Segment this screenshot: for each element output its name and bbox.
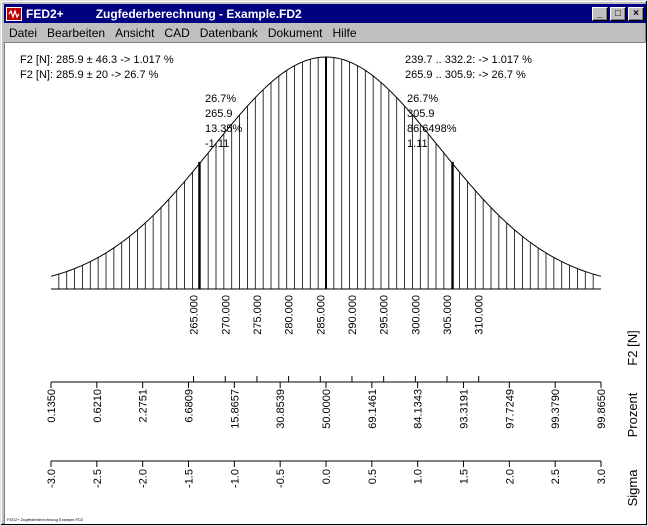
marker-right-sigma: 1.11 bbox=[407, 138, 428, 150]
sigma-tick-label: -3.0 bbox=[46, 469, 58, 488]
menu-dokument[interactable]: Dokument bbox=[267, 26, 323, 40]
f2-tick-label: 305.000 bbox=[442, 295, 454, 335]
sigma-axis-label: Sigma bbox=[625, 469, 640, 507]
marker-left-value: 265.9 bbox=[205, 108, 233, 120]
prozent-tick-label: 97.7249 bbox=[504, 389, 516, 429]
sigma-tick-label: 0.0 bbox=[321, 469, 333, 484]
marker-right-percent: 26.7% bbox=[407, 93, 438, 105]
prozent-tick-label: 30.8539 bbox=[275, 389, 287, 429]
sigma-tick-label: 1.0 bbox=[413, 469, 425, 484]
document-title: Zugfederberechnung - Example.FD2 bbox=[95, 6, 302, 21]
summary-right-2: 265.9 .. 305.9: -> 26.7 % bbox=[405, 69, 526, 81]
sigma-tick-label: -2.0 bbox=[138, 469, 150, 488]
title-bar[interactable]: FED2+ Zugfederberechnung - Example.FD2 _… bbox=[4, 4, 646, 23]
app-name: FED2+ bbox=[26, 6, 64, 21]
f2-tick-label: 270.000 bbox=[220, 295, 232, 335]
prozent-tick-label: 6.6809 bbox=[184, 389, 196, 423]
prozent-tick-label: 50.0000 bbox=[321, 389, 333, 429]
sigma-tick-label: -2.5 bbox=[92, 469, 104, 488]
menu-bearbeiten[interactable]: Bearbeiten bbox=[47, 26, 106, 40]
f2-tick-label: 265.000 bbox=[189, 295, 201, 335]
sigma-tick-label: 3.0 bbox=[596, 469, 608, 484]
marker-left-percent: 26.7% bbox=[205, 93, 236, 105]
prozent-tick-label: 0.1350 bbox=[46, 389, 58, 423]
summary-left-1: F2 [N]: 285.9 ± 46.3 -> 1.017 % bbox=[20, 54, 174, 66]
f2-tick-label: 285.000 bbox=[315, 295, 327, 335]
minimize-button[interactable]: _ bbox=[592, 6, 608, 21]
f2-tick-label: 310.000 bbox=[474, 295, 486, 335]
f2-axis-label: F2 [N] bbox=[625, 330, 640, 365]
f2-tick-label: 300.000 bbox=[410, 295, 422, 335]
prozent-tick-label: 15.8657 bbox=[229, 389, 241, 429]
prozent-tick-label: 69.1461 bbox=[367, 389, 379, 429]
f2-tick-label: 275.000 bbox=[252, 295, 264, 335]
maximize-button[interactable]: □ bbox=[610, 6, 626, 21]
sigma-tick-label: 0.5 bbox=[367, 469, 379, 484]
sigma-tick-label: -1.0 bbox=[229, 469, 241, 488]
summary-right-1: 239.7 .. 332.2: -> 1.017 % bbox=[405, 54, 532, 66]
f2-tick-label: 290.000 bbox=[347, 295, 359, 335]
prozent-axis-label: Prozent bbox=[625, 392, 640, 437]
close-button[interactable]: × bbox=[628, 6, 644, 21]
sigma-tick-label: 1.5 bbox=[459, 469, 471, 484]
sigma-tick-label: 2.5 bbox=[550, 469, 562, 484]
menu-ansicht[interactable]: Ansicht bbox=[115, 26, 155, 40]
sigma-tick-label: 2.0 bbox=[504, 469, 516, 484]
sigma-tick-label: -0.5 bbox=[275, 469, 287, 488]
prozent-tick-label: 0.6210 bbox=[92, 389, 104, 423]
prozent-tick-label: 84.1343 bbox=[413, 389, 425, 429]
marker-left-sigma: -1.11 bbox=[205, 138, 229, 150]
marker-right-cum: 86.6498% bbox=[407, 123, 457, 135]
footer-text: FED2+ Zugfederberechnung Example.FD2 bbox=[7, 517, 84, 522]
summary-left-2: F2 [N]: 285.9 ± 20 -> 26.7 % bbox=[20, 69, 159, 81]
marker-left-cum: 13.35% bbox=[205, 123, 243, 135]
menu-cad[interactable]: CAD bbox=[164, 26, 190, 40]
menu-datei[interactable]: Datei bbox=[9, 26, 38, 40]
menu-datenbank[interactable]: Datenbank bbox=[199, 26, 258, 40]
f2-tick-label: 280.000 bbox=[284, 295, 296, 335]
prozent-tick-label: 99.8650 bbox=[596, 389, 608, 429]
prozent-tick-label: 99.3790 bbox=[550, 389, 562, 429]
prozent-tick-label: 2.2751 bbox=[138, 389, 150, 423]
sigma-tick-label: -1.5 bbox=[184, 469, 196, 488]
app-icon[interactable] bbox=[6, 6, 22, 21]
f2-tick-label: 295.000 bbox=[379, 295, 391, 335]
chart-area: F2 [N]: 285.9 ± 46.3 -> 1.017 % F2 [N]: … bbox=[4, 42, 646, 524]
menu-hilfe[interactable]: Hilfe bbox=[332, 26, 357, 40]
distribution-chart: F2 [N]: 285.9 ± 46.3 -> 1.017 % F2 [N]: … bbox=[7, 54, 640, 522]
menu-bar: Datei Bearbeiten Ansicht CAD Datenbank D… bbox=[4, 24, 646, 42]
prozent-tick-label: 93.3191 bbox=[459, 389, 471, 429]
